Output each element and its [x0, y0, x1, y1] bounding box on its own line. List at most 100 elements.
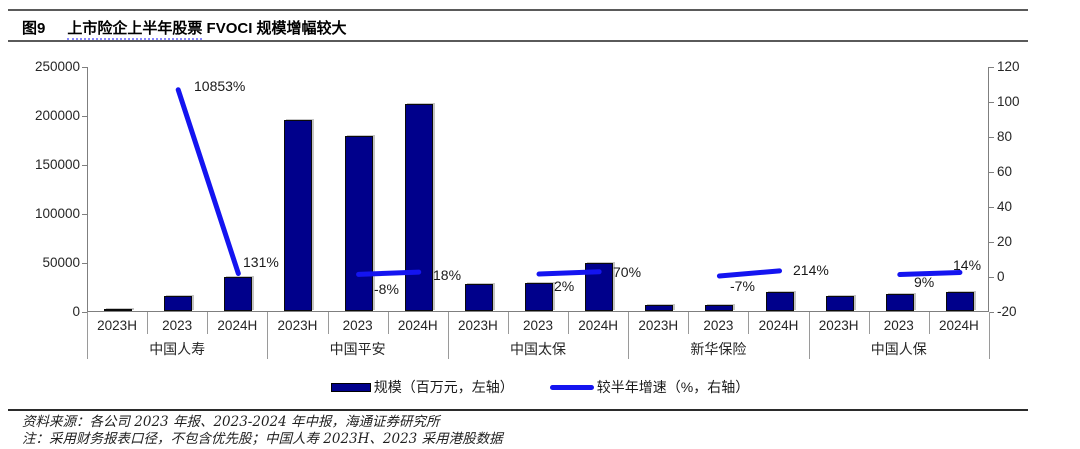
growth-data-label: 2% — [554, 278, 575, 294]
bar-中国人保-2023 — [885, 294, 914, 311]
group-separator — [447, 312, 449, 359]
right-axis-tick-label: 20 — [997, 234, 1013, 249]
bar-swatch-icon — [330, 382, 371, 392]
bar-中国人保-2023H — [825, 295, 854, 311]
top-rule — [8, 9, 1028, 11]
x-label-新华保险-2023H: 2023H — [638, 318, 679, 333]
growth-data-label: 14% — [953, 257, 982, 273]
x-label-中国人寿-2023H: 2023H — [97, 318, 137, 333]
footer: 资料来源：各公司 2023 年报、2023-2024 年中报，海通证券研究所 注… — [22, 414, 503, 448]
legend-line-label: 较半年增速（%，右轴） — [596, 379, 750, 395]
bar-中国平安-2023 — [344, 135, 373, 311]
growth-data-label: 10853% — [194, 78, 246, 94]
x-label-中国平安-2024H: 2024H — [397, 318, 438, 333]
period-separator — [147, 312, 149, 334]
bar-中国平安-2023H — [284, 119, 313, 311]
growth-data-label: 9% — [914, 274, 935, 290]
bar-中国太保-2023H — [464, 283, 493, 311]
left-axis-tick-label: 200000 — [34, 108, 80, 123]
x-label-中国人寿-2023: 2023 — [162, 318, 193, 333]
right-axis-tick-label: 80 — [997, 129, 1013, 144]
right-axis-tick — [989, 206, 994, 208]
group-label-中国人保: 中国人保 — [870, 341, 927, 357]
left-axis-tick-label: 250000 — [34, 59, 80, 74]
x-label-中国人寿-2024H: 2024H — [217, 318, 258, 333]
group-separator — [87, 312, 88, 359]
right-axis-tick — [989, 241, 994, 243]
right-axis-tick-label: 0 — [997, 269, 1005, 284]
title-underlined-text: 上市险企上半年股票 — [67, 20, 203, 40]
group-separator — [628, 312, 630, 359]
right-axis-tick — [989, 276, 994, 278]
bar-中国人寿-2023 — [164, 296, 193, 311]
bar-中国太保-2024H — [585, 263, 614, 311]
x-label-新华保险-2024H: 2024H — [758, 318, 799, 333]
left-axis-tick — [82, 66, 87, 68]
left-axis-tick — [82, 311, 87, 313]
growth-line-series — [175, 87, 963, 279]
right-axis-tick-label: 60 — [997, 164, 1013, 179]
right-axis-tick-label: -20 — [997, 304, 1017, 319]
left-axis-tick-label: 50000 — [42, 255, 80, 270]
growth-data-label: 70% — [613, 264, 642, 280]
legend-bar-label: 规模（百万元，左轴） — [373, 379, 514, 395]
legend-item-line: 较半年增速（%，右轴） — [549, 377, 750, 397]
right-axis-tick-label: 100 — [997, 94, 1020, 109]
period-separator — [868, 312, 870, 334]
growth-data-label: 214% — [793, 262, 829, 278]
bar-中国平安-2024H — [404, 104, 433, 311]
group-separator — [989, 312, 990, 359]
bar-中国太保-2023 — [525, 282, 553, 311]
left-axis-tick — [82, 115, 87, 117]
method-note: 注：采用财务报表口径，不包含优先股；中国人寿 2023H、2023 采用港股数据 — [22, 431, 503, 447]
x-label-中国人保-2023: 2023 — [883, 318, 914, 333]
line-swatch-icon — [549, 384, 594, 390]
period-separator — [327, 312, 329, 334]
period-separator — [928, 312, 930, 334]
left-axis-tick-label: 150000 — [34, 157, 80, 172]
growth-segment-中国人寿 — [175, 87, 241, 276]
x-label-中国太保-2023H: 2023H — [457, 318, 498, 333]
legend-item-bars: 规模（百万元，左轴） — [330, 377, 514, 397]
x-label-中国人保-2024H: 2024H — [939, 318, 979, 333]
right-axis-tick — [989, 136, 994, 138]
group-separator — [808, 312, 810, 359]
bar-中国人寿-2024H — [224, 277, 253, 311]
x-label-中国太保-2023: 2023 — [522, 318, 553, 333]
growth-segment-新华保险 — [716, 268, 783, 279]
left-axis-tick — [82, 213, 87, 215]
bar-新华保险-2024H — [765, 292, 794, 311]
growth-data-label: -7% — [730, 278, 755, 294]
legend: 规模（百万元，左轴） 较半年增速（%，右轴） — [0, 377, 1080, 397]
group-label-中国平安: 中国平安 — [329, 341, 386, 357]
source-note: 资料来源：各公司 2023 年报、2023-2024 年中报，海通证券研究所 — [22, 414, 440, 430]
left-axis-tick — [82, 262, 87, 264]
right-axis-tick — [989, 311, 994, 313]
period-separator — [568, 312, 570, 334]
plot-area: 10853% 131% -8% 18% 2% 70% -7% 214% 9% 14% — [87, 67, 989, 312]
period-separator — [748, 312, 750, 334]
right-axis-tick — [989, 101, 994, 103]
x-label-中国平安-2023H: 2023H — [277, 318, 318, 333]
bar-中国人寿-2023H — [104, 309, 133, 311]
bar-新华保险-2023 — [705, 305, 734, 311]
group-separator — [267, 312, 269, 359]
period-separator — [688, 312, 690, 334]
growth-data-label: -8% — [374, 281, 399, 297]
bar-新华保险-2023H — [645, 304, 674, 311]
left-axis-tick-label: 100000 — [34, 206, 80, 221]
group-label-新华保险: 新华保险 — [690, 341, 747, 357]
bar-中国人保-2024H — [945, 292, 974, 311]
x-label-中国太保-2024H: 2024H — [578, 318, 619, 333]
group-label-中国太保: 中国太保 — [509, 341, 566, 357]
title-divider — [8, 40, 1028, 42]
right-axis-tick-label: 120 — [997, 59, 1020, 74]
period-separator — [507, 312, 509, 334]
right-axis-tick — [989, 171, 994, 173]
left-axis-tick-label: 0 — [72, 304, 80, 319]
right-axis-tick-label: 40 — [997, 199, 1013, 214]
growth-data-label: 131% — [243, 254, 279, 270]
title-rest-text: FVOCI 规模增幅较大 — [202, 20, 347, 37]
x-label-中国平安-2023: 2023 — [342, 318, 373, 333]
